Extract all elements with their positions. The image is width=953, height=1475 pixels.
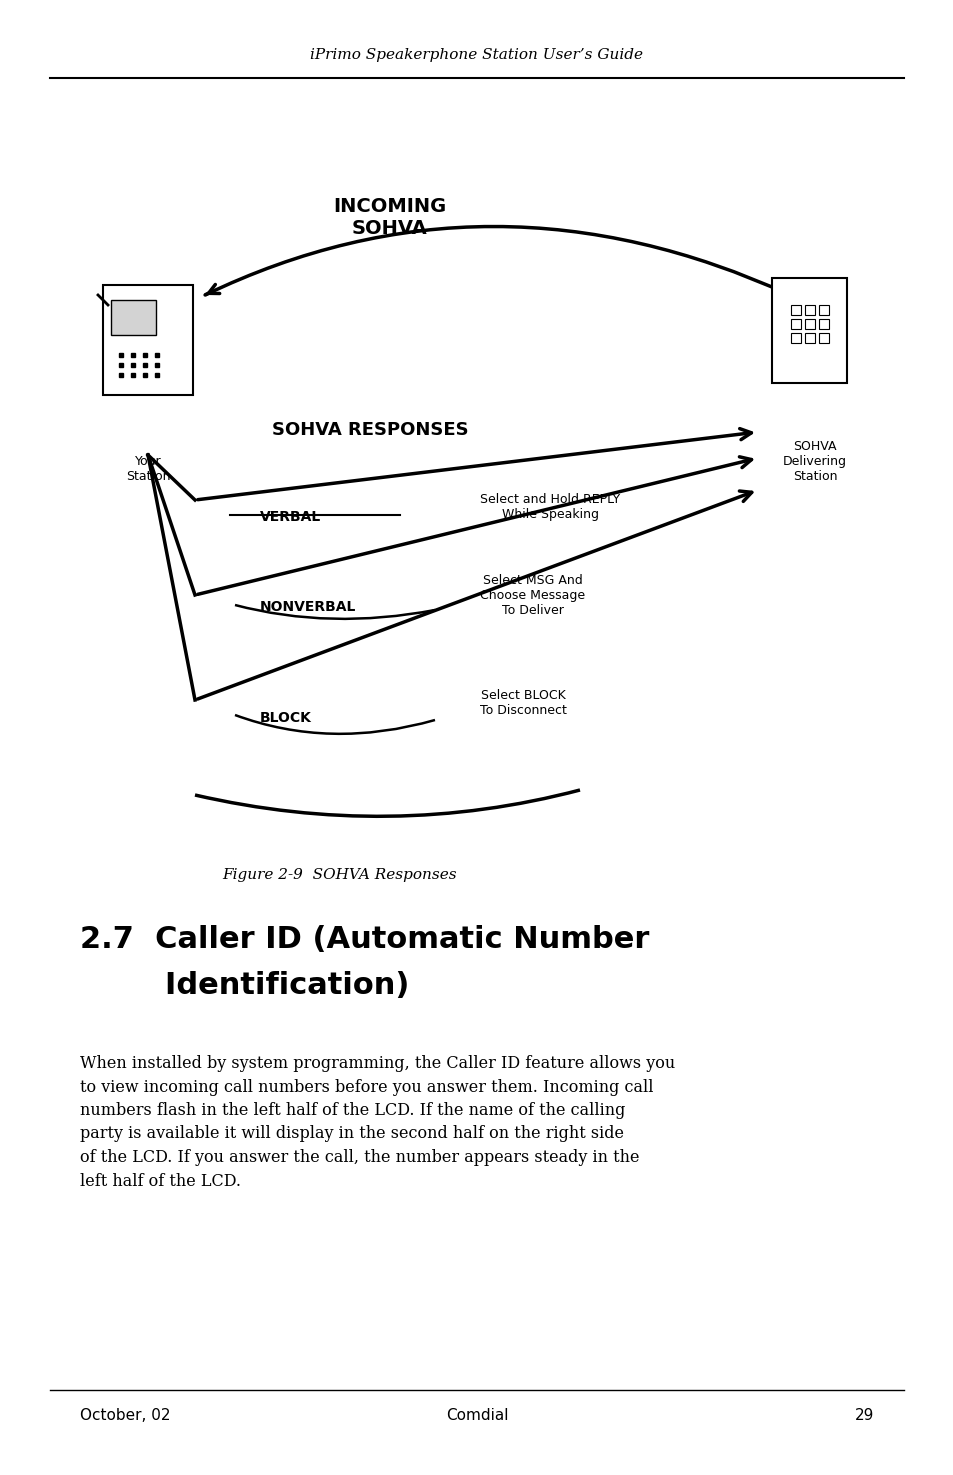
- Text: VERBAL: VERBAL: [260, 510, 321, 524]
- Bar: [804, 305, 814, 316]
- Text: Identification): Identification): [80, 971, 409, 1000]
- Text: NONVERBAL: NONVERBAL: [260, 600, 356, 614]
- Bar: [772, 277, 846, 382]
- Text: SOHVA
Delivering
Station: SOHVA Delivering Station: [782, 440, 846, 482]
- Text: 2.7  Caller ID (Automatic Number: 2.7 Caller ID (Automatic Number: [80, 925, 649, 954]
- Text: 29: 29: [854, 1407, 873, 1422]
- Text: INCOMING
SOHVA: INCOMING SOHVA: [333, 198, 446, 239]
- Text: October, 02: October, 02: [80, 1407, 171, 1422]
- Text: BLOCK: BLOCK: [260, 711, 312, 726]
- Bar: [790, 319, 801, 329]
- Text: Select and Hold REPLY
While Speaking: Select and Hold REPLY While Speaking: [479, 493, 619, 521]
- Text: Select MSG And
Choose Message
To Deliver: Select MSG And Choose Message To Deliver: [479, 574, 584, 618]
- Bar: [790, 333, 801, 344]
- Bar: [818, 333, 828, 344]
- Text: Comdial: Comdial: [445, 1407, 508, 1422]
- Text: SOHVA RESPONSES: SOHVA RESPONSES: [272, 420, 468, 440]
- Bar: [818, 319, 828, 329]
- Bar: [103, 285, 193, 395]
- Bar: [818, 305, 828, 316]
- Bar: [111, 299, 156, 335]
- Text: When installed by system programming, the Caller ID feature allows you
to view i: When installed by system programming, th…: [80, 1055, 675, 1189]
- Text: iPrimo Speakerphone Station User’s Guide: iPrimo Speakerphone Station User’s Guide: [310, 49, 643, 62]
- Bar: [804, 333, 814, 344]
- Text: Figure 2-9  SOHVA Responses: Figure 2-9 SOHVA Responses: [222, 867, 456, 882]
- Text: Your
Station: Your Station: [126, 454, 170, 482]
- Text: Select BLOCK
To Disconnect: Select BLOCK To Disconnect: [479, 689, 566, 717]
- Bar: [790, 305, 801, 316]
- Bar: [804, 319, 814, 329]
